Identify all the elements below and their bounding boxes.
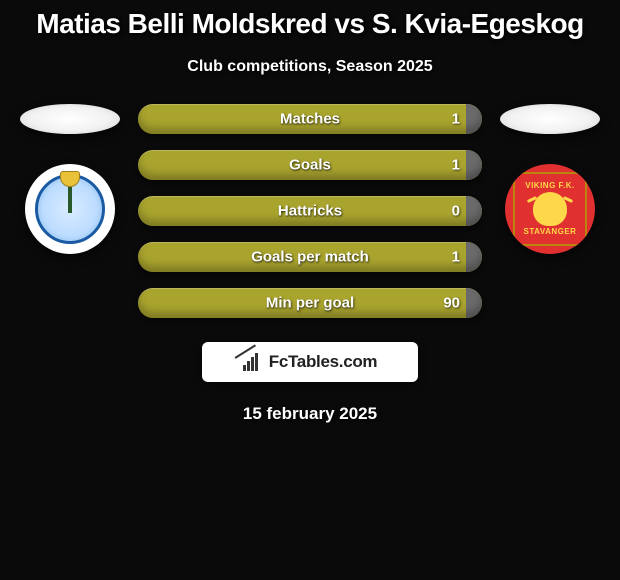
team-badge-left-inner (35, 174, 105, 244)
bar-chart-icon (243, 353, 265, 371)
stat-row-hattricks: Hattricks 0 (138, 196, 482, 226)
stat-right-seg (466, 288, 482, 318)
stat-row-matches: Matches 1 (138, 104, 482, 134)
stat-right-seg (466, 150, 482, 180)
stat-right-seg (466, 242, 482, 272)
left-column (20, 104, 120, 254)
stat-row-goals: Goals 1 (138, 150, 482, 180)
team-badge-left (25, 164, 115, 254)
stat-right-seg (466, 104, 482, 134)
brand-name: FcTables.com (269, 352, 378, 372)
badge-right-bottom-text: STAVANGER (524, 228, 577, 236)
stat-value-right: 90 (443, 295, 460, 312)
stats-column: Matches 1 Goals 1 Hattricks 0 Goals per … (138, 104, 482, 318)
viking-figure-icon (533, 192, 567, 226)
stat-value-right: 0 (452, 203, 460, 220)
main-area: Matches 1 Goals 1 Hattricks 0 Goals per … (0, 104, 620, 318)
subtitle: Club competitions, Season 2025 (0, 58, 620, 76)
date-label: 15 february 2025 (0, 404, 620, 424)
player-disc-left (20, 104, 120, 134)
stat-label: Min per goal (266, 295, 354, 312)
stat-label: Hattricks (278, 203, 342, 220)
stat-value-right: 1 (452, 157, 460, 174)
stat-label: Matches (280, 111, 340, 128)
badge-right-top-text: VIKING F.K. (525, 182, 575, 190)
stat-row-goals-per-match: Goals per match 1 (138, 242, 482, 272)
player-disc-right (500, 104, 600, 134)
page-title: Matias Belli Moldskred vs S. Kvia-Egesko… (0, 8, 620, 40)
stat-right-seg (466, 196, 482, 226)
stat-label: Goals (289, 157, 331, 174)
stat-value-right: 1 (452, 249, 460, 266)
team-badge-right: VIKING F.K. STAVANGER (505, 164, 595, 254)
stat-row-min-per-goal: Min per goal 90 (138, 288, 482, 318)
comparison-card: Matias Belli Moldskred vs S. Kvia-Egesko… (0, 0, 620, 580)
stat-label: Goals per match (251, 249, 369, 266)
stat-value-right: 1 (452, 111, 460, 128)
right-column: VIKING F.K. STAVANGER (500, 104, 600, 254)
team-badge-right-inner: VIKING F.K. STAVANGER (513, 172, 587, 246)
brand-box[interactable]: FcTables.com (202, 342, 418, 382)
